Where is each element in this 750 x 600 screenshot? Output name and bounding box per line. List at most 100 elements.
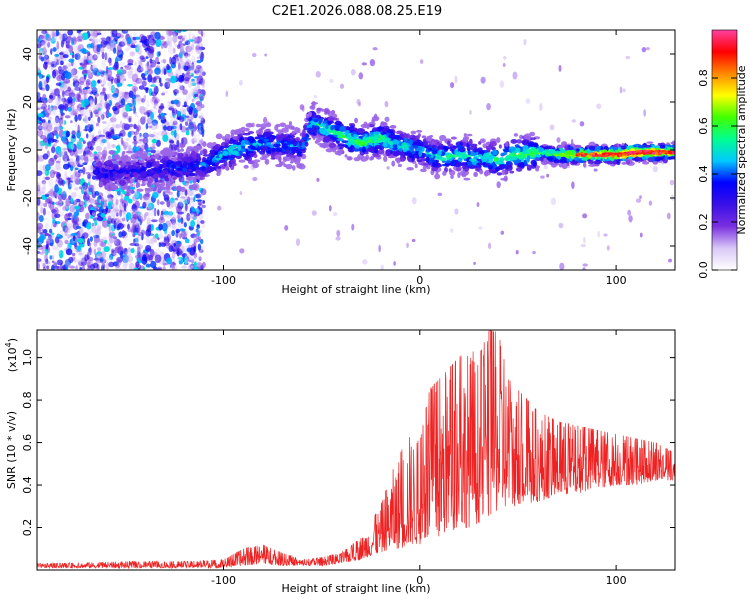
spectrogram-noise-cell	[56, 97, 61, 106]
spectrogram-noise-cell	[198, 201, 203, 207]
spectrogram-noise-cell	[80, 89, 85, 95]
spectrogram-signal-cell	[255, 129, 264, 135]
spectrogram-signal-cell	[205, 159, 209, 164]
spectrogram-noise-cell	[115, 73, 119, 78]
spectrogram-noise-cell	[115, 123, 121, 129]
spectrogram-noise-cell	[65, 221, 70, 226]
spectrogram-signal-cell	[643, 144, 652, 148]
spectrogram-signal-cell	[301, 141, 305, 147]
spectrogram-noise-cell	[123, 263, 128, 270]
spectrogram-noise-cell	[47, 104, 52, 114]
spectrogram-noise-cell	[140, 35, 148, 44]
spectrogram-noise-cell	[59, 211, 65, 217]
spectrogram-noise-cell	[81, 251, 86, 256]
spectrogram-noise-cell	[190, 220, 196, 228]
spectrogram-noise-cell	[124, 141, 130, 148]
spectrogram-noise-cell	[83, 74, 87, 80]
spectrogram-noise-cell	[172, 222, 176, 230]
spectrogram-noise-cell	[67, 68, 75, 72]
spectrogram-signal-cell	[177, 152, 184, 159]
spectrogram-noise-cell	[156, 209, 160, 217]
spectrogram-noise-cell	[119, 198, 124, 203]
spectrogram-noise-cell	[135, 236, 140, 246]
spectrogram-noise-cell	[597, 230, 601, 238]
spectrogram-noise-cell	[59, 52, 64, 55]
spectrogram-noise-cell	[43, 61, 48, 65]
spectrogram-noise-cell	[191, 131, 194, 137]
spectrogram-noise-cell	[76, 104, 80, 109]
spectrogram-noise-cell	[157, 130, 164, 137]
spectrogram-signal-cell	[419, 168, 427, 173]
spectrogram-noise-cell	[43, 54, 49, 60]
spectrogram-noise-cell	[523, 38, 527, 46]
spectrogram-noise-cell	[173, 129, 177, 138]
spectrogram-noise-cell	[67, 242, 72, 250]
spectrogram-noise-cell	[94, 38, 100, 43]
spectrogram-noise-cell	[37, 262, 40, 270]
spectrogram-noise-cell	[53, 207, 59, 215]
spectrogram-noise-cell	[625, 55, 631, 60]
spectrogram-noise-cell	[194, 68, 200, 74]
spectrogram-noise-cell	[55, 82, 62, 87]
spectrogram-noise-cell	[103, 199, 108, 203]
spectrogram-noise-cell	[122, 111, 129, 120]
spectrogram-noise-cell	[84, 213, 90, 219]
spectrogram-noise-cell	[115, 267, 122, 270]
spectrogram-noise-cell	[173, 144, 180, 151]
spectrogram-noise-cell	[85, 80, 90, 88]
spectrogram-signal-cell	[659, 144, 666, 149]
spectrogram-noise-cell	[76, 39, 83, 42]
spectrogram-noise-cell	[184, 238, 190, 244]
spectrogram-noise-cell	[66, 262, 71, 267]
spectrogram-noise-cell	[105, 131, 111, 137]
spectrogram-noise-cell	[179, 50, 185, 56]
spectrogram-signal-cell	[326, 120, 335, 124]
spectrogram-signal-cell	[291, 146, 299, 153]
spectrogram-noise-cell	[97, 30, 101, 34]
spectrogram-noise-cell	[50, 146, 56, 154]
spectrogram-noise-cell	[90, 111, 93, 119]
spectrogram-noise-cell	[151, 138, 158, 144]
spectrogram-noise-cell	[78, 137, 84, 142]
spectrogram-noise-cell	[37, 72, 41, 75]
spectrogram-noise-cell	[51, 32, 56, 38]
spectrogram-signal-cell	[401, 142, 408, 149]
spectrogram-noise-cell	[171, 230, 176, 237]
spectrogram-noise-cell	[138, 139, 145, 142]
spectrogram-signal-cell	[182, 167, 187, 172]
spectrogram-noise-cell	[57, 94, 61, 102]
spectrogram-noise-cell	[47, 104, 51, 111]
spectrogram-noise-cell	[116, 245, 123, 253]
spectrogram-noise-cell	[86, 261, 91, 267]
spectrogram-noise-cell	[115, 145, 121, 150]
spectrogram-noise-cell	[184, 121, 189, 126]
spectrogram-noise-cell	[372, 47, 378, 51]
spectrogram-noise-cell	[183, 117, 189, 123]
spectrogram-signal-cell	[112, 174, 120, 178]
spectrogram-noise-cell	[76, 36, 84, 41]
spectrogram-noise-cell	[170, 56, 177, 65]
spectrogram-noise-cell	[133, 105, 136, 114]
spectrogram-noise-cell	[41, 250, 47, 257]
spectrogram-noise-cell	[57, 248, 61, 255]
spectrogram-signal-cell	[151, 167, 160, 172]
spectrogram-signal-cell	[496, 172, 503, 176]
spectrogram-noise-cell	[549, 124, 555, 131]
spectrogram-noise-cell	[47, 119, 51, 124]
spectrogram-noise-cell	[239, 248, 245, 254]
spectrogram-noise-cell	[75, 264, 81, 270]
spectrogram-noise-cell	[166, 63, 170, 71]
spectrogram-noise-cell	[160, 210, 164, 215]
spectrogram-noise-cell	[669, 179, 675, 186]
spectrogram-signal-cell	[396, 130, 403, 135]
spectrogram-noise-cell	[127, 247, 131, 253]
spectrogram-noise-cell	[102, 112, 106, 115]
spectrogram-noise-cell	[100, 213, 106, 218]
spectrogram-noise-cell	[73, 160, 78, 168]
spectrogram-noise-cell	[118, 132, 123, 137]
spectrogram-noise-cell	[74, 114, 78, 122]
spectrogram-noise-cell	[92, 212, 96, 216]
spectrogram-noise-cell	[189, 69, 194, 75]
spectrogram-noise-cell	[66, 246, 70, 249]
spectrogram-noise-cell	[81, 265, 85, 270]
